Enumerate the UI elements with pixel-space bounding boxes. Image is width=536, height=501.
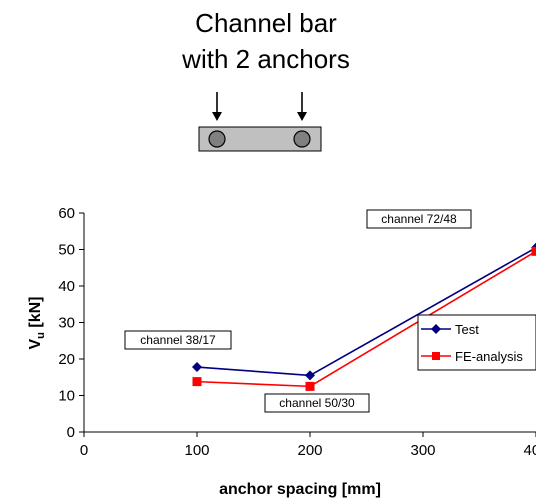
point-fe-analysis-100 xyxy=(192,377,202,387)
y-tick-label-20: 20 xyxy=(58,351,75,368)
load-arrow-left-head xyxy=(212,112,222,121)
y-tick-label-0: 0 xyxy=(67,424,75,441)
anchor-right xyxy=(293,130,311,148)
anchor-left xyxy=(208,130,226,148)
x-tick-label-300: 300 xyxy=(410,442,435,459)
x-tick-label-0: 0 xyxy=(80,442,88,459)
annotation-channel-72-48: channel 72/48 xyxy=(366,209,472,229)
legend-box xyxy=(417,314,536,371)
y-tick-label-50: 50 xyxy=(58,242,75,259)
point-fe-analysis-200 xyxy=(305,381,315,391)
annotation-38-17-text: channel 38/17 xyxy=(140,333,216,347)
legend-marker-test xyxy=(431,324,441,334)
axes xyxy=(79,212,536,437)
x-tick-label-200: 200 xyxy=(297,442,322,459)
tick-labels: 0 10 20 30 40 50 60 0 100 200 300 400 xyxy=(58,205,536,459)
series-layer xyxy=(192,242,536,391)
x-tick-label-100: 100 xyxy=(184,442,209,459)
y-tick-label-10: 10 xyxy=(58,388,75,405)
load-arrow-right-head xyxy=(297,112,307,121)
y-tick-label-40: 40 xyxy=(58,278,75,295)
legend-marker-fe-analysis xyxy=(432,352,440,360)
y-axis-title-sub: u xyxy=(35,332,47,339)
heading-line-2: with 2 anchors xyxy=(181,44,350,74)
point-fe-analysis-400 xyxy=(531,246,536,256)
chart: 0 10 20 30 40 50 60 0 100 200 300 400 anchor spacin… xyxy=(27,205,536,498)
x-axis-title: anchor spacing [mm] xyxy=(219,481,381,498)
y-axis-title-main: V xyxy=(27,338,44,349)
annotation-50-30-text: channel 50/30 xyxy=(279,396,355,410)
channel-bar-illustration: Channel bar with 2 anchors xyxy=(181,8,350,152)
annotation-72-48-text: channel 72/48 xyxy=(381,212,457,226)
x-tick-label-400: 400 xyxy=(523,442,536,459)
annotation-channel-38-17: channel 38/17 xyxy=(124,330,232,350)
y-tick-label-30: 30 xyxy=(58,315,75,332)
annotation-channel-50-30: channel 50/30 xyxy=(264,393,370,413)
heading-line-1: Channel bar xyxy=(195,8,337,38)
y-axis-title-unit: [kN] xyxy=(27,297,44,333)
y-axis-title: Vu [kN] xyxy=(27,297,47,350)
y-tick-label-60: 60 xyxy=(58,205,75,222)
legend: Test FE-analysis xyxy=(417,314,536,371)
point-test-100 xyxy=(192,362,202,373)
legend-label-test: Test xyxy=(455,322,479,337)
point-test-200 xyxy=(305,370,315,381)
legend-label-fe-analysis: FE-analysis xyxy=(455,349,523,364)
